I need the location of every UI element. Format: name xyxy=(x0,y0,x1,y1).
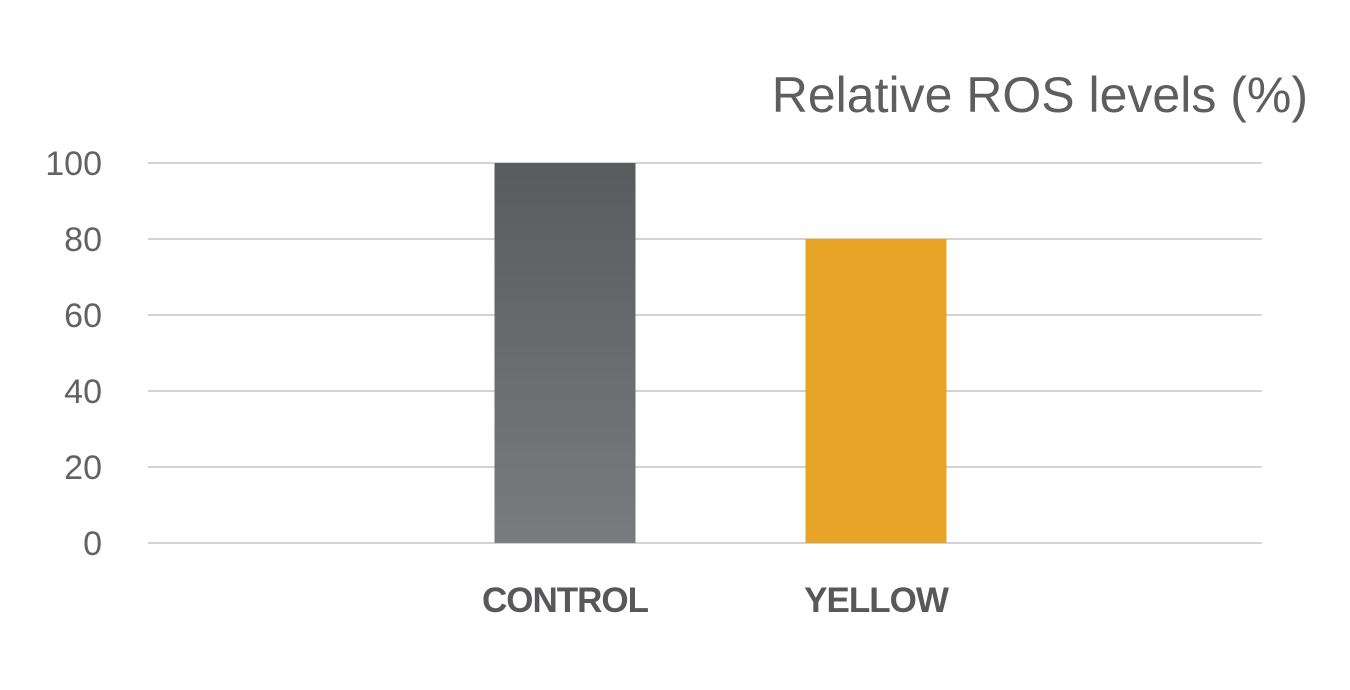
bars xyxy=(494,163,947,543)
gridlines xyxy=(148,162,1262,544)
x-category-label: CONTROL xyxy=(482,581,649,620)
x-axis-categories: CONTROL YELLOW xyxy=(482,581,950,620)
bar-control xyxy=(494,163,636,543)
chart-title: Relative ROS levels (%) xyxy=(772,67,1308,123)
y-axis-ticks: 0 20 40 60 80 100 xyxy=(45,145,102,563)
x-category-label: YELLOW xyxy=(804,581,949,620)
y-tick-label: 20 xyxy=(64,449,102,487)
y-tick-label: 80 xyxy=(64,221,102,259)
y-tick-label: 0 xyxy=(83,525,102,563)
bar-yellow xyxy=(805,239,947,543)
y-tick-label: 100 xyxy=(45,145,102,183)
y-tick-label: 40 xyxy=(64,373,102,411)
y-tick-label: 60 xyxy=(64,297,102,335)
